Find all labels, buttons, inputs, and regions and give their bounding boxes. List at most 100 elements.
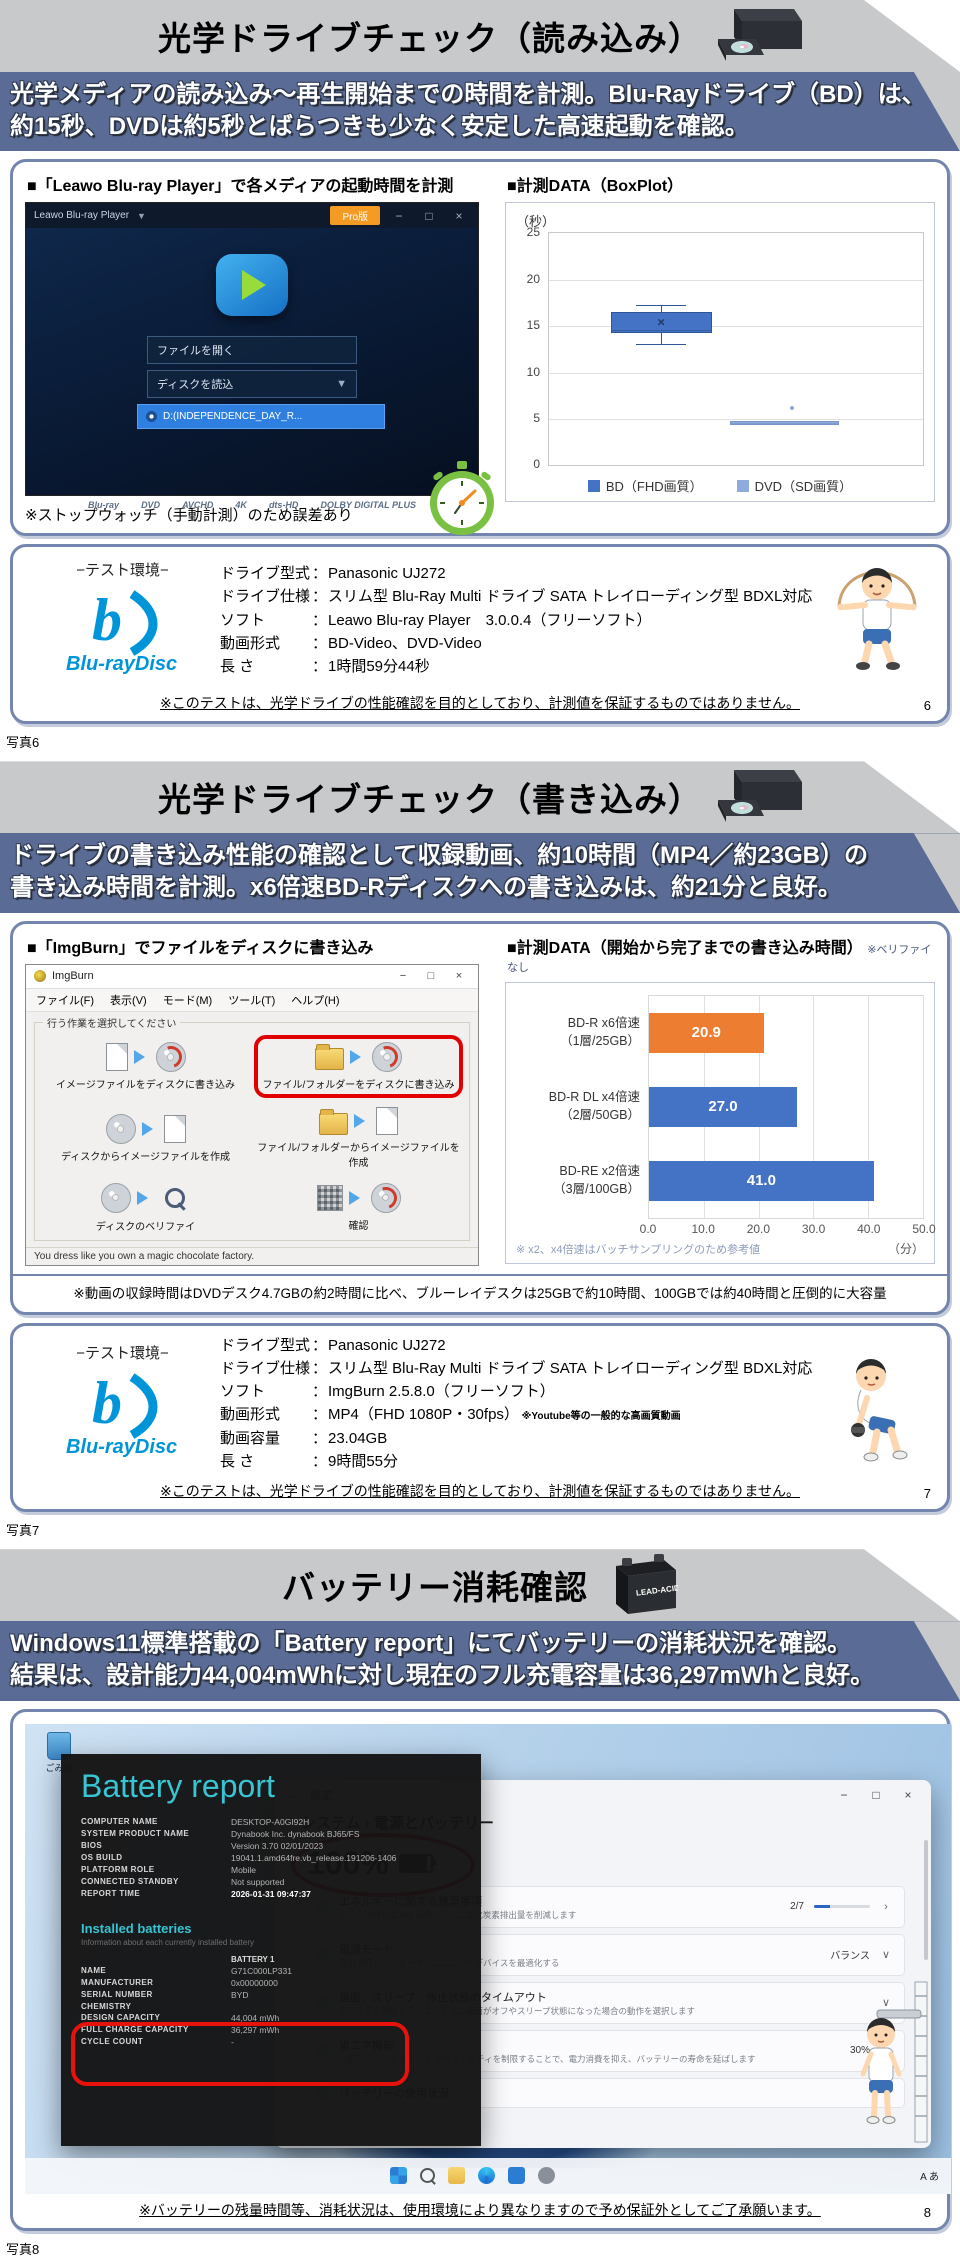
write-time-chart: BD-R x6倍速 （1層/25GB） BD-R DL x4倍速 （2層/50GB） B… [505, 981, 936, 1264]
maximize-button[interactable]: □ [427, 970, 435, 983]
menu-item[interactable]: ヘルプ(H) [291, 994, 340, 1007]
section2-env-panel: −テスト環境− b Blu-rayDisc ドライブ型式： Panasonic U… [10, 1322, 950, 1513]
maximize-button[interactable]: □ [425, 208, 433, 223]
settings-gear-icon[interactable] [538, 2167, 556, 2185]
banner-line: 光学メディアの読み込み～再生開始までの時間を計測。Blu-Rayドライブ（BD）… [10, 81, 926, 108]
spec-value: 23.04GB [328, 1429, 388, 1447]
folder-icon [315, 1044, 344, 1071]
spec-row: 長 さ ： 1時間59分44秒 [220, 655, 825, 678]
verify-note: ※ベリファイなし [507, 943, 932, 974]
format-logo: AVCHD [182, 500, 214, 511]
minimize-button[interactable]: − [840, 1787, 848, 1802]
imgburn-column: ■「ImgBurn」でファイルをディスクに書き込み ImgBurn − □ × … [25, 932, 495, 1266]
open-disc-dropdown[interactable]: ディスクを読込 ▼ [147, 370, 357, 399]
folder-icon [319, 1108, 348, 1135]
svg-text:Blu-rayDisc: Blu-rayDisc [66, 653, 177, 675]
legend-swatch [736, 479, 749, 492]
spec-label: ドライブ型式 [220, 1336, 311, 1354]
spec-colon: ： [312, 1359, 328, 1377]
svg-text:Blu-rayDisc: Blu-rayDisc [66, 1436, 177, 1458]
spec-colon: ： [312, 1336, 328, 1354]
report-label: CONNECTED STANDBY [81, 1876, 179, 1886]
battery-value: - [231, 2036, 234, 2047]
spec-colon: ： [312, 658, 328, 676]
imgburn-task[interactable]: 確認 [254, 1178, 463, 1235]
stopwatch-illustration [430, 461, 494, 536]
spec-value: 9時間55分 [328, 1452, 399, 1470]
scrollbar[interactable] [924, 1839, 928, 1960]
battery-label: CHEMISTRY [81, 2001, 132, 2011]
report-row: OS BUILD 19041.1.amd64fre.vb_release.1912… [81, 1853, 461, 1863]
banner-line: 約15秒、DVDは約5秒とばらつきも少なく安定した高速起動を確認。 [10, 112, 749, 140]
disc-icon [105, 1113, 136, 1144]
whisker-cap [635, 304, 687, 307]
edge-browser-icon[interactable] [478, 2167, 496, 2185]
disc-icon [146, 411, 157, 423]
format-logos-row: Blu-ray DVD AVCHD 4K dts-HD DOLBY DIGITAL PLU… [26, 500, 478, 510]
battery-label: DESIGN CAPACITY [81, 2012, 161, 2022]
battery-value: 44,004 mWh [231, 2012, 280, 2023]
section3-title: バッテリー消耗確認 [282, 1569, 588, 1607]
height-measure-boy-illustration [860, 1981, 928, 2143]
menu-item[interactable]: 表示(V) [110, 994, 147, 1007]
imgburn-task[interactable]: イメージファイルをディスクに書き込み [41, 1035, 250, 1098]
close-button[interactable]: × [455, 970, 463, 983]
imgburn-task[interactable]: ファイル/フォルダーをディスクに書き込み [254, 1034, 463, 1099]
spec-value: 1時間59分44秒 [328, 658, 430, 676]
battery-value: 36,297 mWh [231, 2024, 280, 2035]
spec-label: ソフト [220, 611, 266, 629]
imgburn-task[interactable]: ファイル/フォルダーからイメージファイルを作成 [254, 1104, 463, 1172]
minimize-button[interactable]: − [395, 208, 403, 223]
spec-value: Panasonic UJ272 [328, 565, 446, 583]
arrow-right-icon [133, 1049, 152, 1064]
spec-label: 長 さ [220, 658, 255, 676]
imgburn-task[interactable]: ディスクのベリファイ [41, 1178, 250, 1235]
maximize-button[interactable]: □ [872, 1787, 880, 1802]
task-icons [105, 1113, 186, 1144]
test-env-label: −テスト環境− [76, 1345, 169, 1363]
whisker-cap [635, 343, 687, 346]
imgburn-task[interactable]: ディスクからイメージファイルを作成 [41, 1104, 250, 1172]
stopwatch-note: ※ストップウォッチ（手動計測）のため誤差あり [25, 507, 353, 525]
windows-start-icon[interactable] [390, 2167, 408, 2185]
report-value: Version 3.70 02/01/2023 [231, 1840, 324, 1851]
store-icon[interactable] [508, 2167, 526, 2185]
legend-label: DVD（SD画質） [754, 479, 853, 495]
spec-value: Leawo Blu-ray Player 3.0.0.4（フリーソフト） [328, 611, 652, 629]
spec-list: ドライブ型式： Panasonic UJ272 ドライブ仕様：スリム型 Blu-Ra… [220, 562, 825, 678]
menu-item[interactable]: ツール(T) [228, 994, 276, 1007]
close-button[interactable]: × [455, 208, 463, 223]
close-button[interactable]: × [904, 1787, 912, 1802]
spec-row: ソフト ： ImgBurn 2.5.8.0（フリーソフト） [220, 1380, 825, 1403]
boxplot-heading: ■計測DATA（BoxPlot） [507, 178, 684, 196]
battery-value: G71C000LP331 [231, 1965, 292, 1976]
photo-caption: 写真7 [6, 1523, 40, 1539]
chevron-down-icon[interactable]: ▼ [137, 210, 146, 221]
pro-version-button[interactable]: Pro版 [330, 206, 380, 226]
spec-row: ドライブ仕様：スリム型 Blu-Ray Multi ドライブ SATA トレイロ… [220, 1357, 825, 1380]
bar-value-label: 41.0 [746, 1172, 776, 1190]
gridline [549, 326, 923, 328]
battery-label: NAME [81, 1965, 107, 1975]
leawo-column: ■「Leawo Blu-ray Player」で各メディアの起動時間を計測 Le… [25, 170, 495, 536]
menu-item[interactable]: ファイル(F) [36, 994, 95, 1007]
bar-category-label: BD-R x6倍速 （1層/25GB） [516, 995, 648, 1069]
installed-batteries-heading: Installed batteries [81, 1920, 192, 1936]
menu-item[interactable]: モード(M) [162, 994, 213, 1007]
mean-marker: × [657, 314, 665, 330]
battery-row: CHEMISTRY [81, 2002, 461, 2011]
file-explorer-icon[interactable] [448, 2167, 466, 2185]
spec-colon: ： [312, 634, 328, 652]
photo-caption: 写真8 [6, 2241, 40, 2257]
search-icon[interactable] [420, 2168, 436, 2184]
disclaimer-note: ※このテストは、光学ドライブの性能確認を目的としており、計測値を保証するものでは… [160, 1483, 800, 1500]
page-number: 8 [923, 2204, 931, 2220]
minimize-button[interactable]: − [399, 970, 407, 983]
system-tray[interactable]: A あ [920, 2172, 939, 2184]
whisker-line [661, 304, 663, 313]
banner-line: ドライブの書き込み性能の確認として収録動画、約10時間（MP4／約23GB）の [10, 842, 869, 870]
disc-drive-item[interactable]: D:(INDEPENDENCE_DAY_R... [137, 404, 385, 430]
open-file-button[interactable]: ファイルを開く [147, 336, 357, 365]
report-value: Mobile [231, 1864, 257, 1875]
section2-header-band: 光学ドライブチェック（書き込み） [0, 761, 960, 834]
